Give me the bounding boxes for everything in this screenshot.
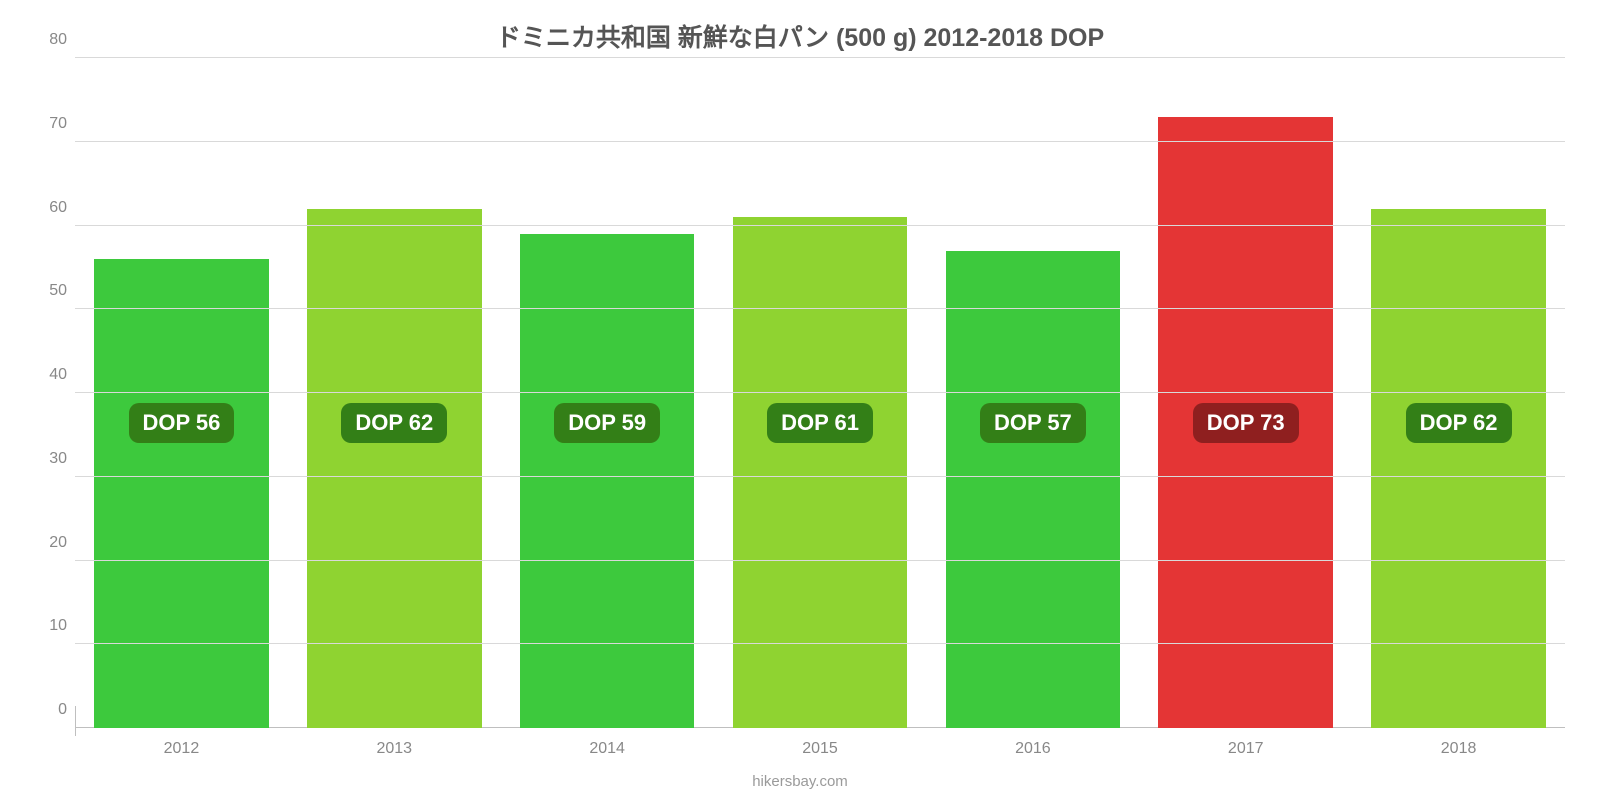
y-axis-tick-label: 10 xyxy=(7,617,67,635)
value-badge-wrap: DOP 56 xyxy=(75,403,288,443)
x-axis-tick-label: 2012 xyxy=(164,740,200,758)
x-axis-tick-label: 2013 xyxy=(376,740,412,758)
y-axis-tick-label: 70 xyxy=(7,115,67,133)
attribution-text: hikersbay.com xyxy=(0,773,1600,790)
y-axis-tick-label: 60 xyxy=(7,199,67,217)
x-axis-tick-label: 2016 xyxy=(1015,740,1051,758)
gridline xyxy=(75,476,1565,477)
value-badge: DOP 62 xyxy=(341,403,447,443)
plot-area: DOP 562012DOP 622013DOP 592014DOP 612015… xyxy=(75,58,1565,728)
value-badge: DOP 73 xyxy=(1193,403,1299,443)
bar xyxy=(1371,209,1546,728)
bar xyxy=(307,209,482,728)
bar-slot: DOP 612015 xyxy=(714,58,927,728)
chart-container: ドミニカ共和国 新鮮な白パン (500 g) 2012-2018 DOP DOP… xyxy=(0,0,1600,800)
gridline xyxy=(75,57,1565,58)
gridline xyxy=(75,141,1565,142)
gridline xyxy=(75,225,1565,226)
bar xyxy=(946,251,1121,728)
value-badge-wrap: DOP 59 xyxy=(501,403,714,443)
bar xyxy=(733,217,908,728)
value-badge: DOP 57 xyxy=(980,403,1086,443)
value-badge-wrap: DOP 73 xyxy=(1139,403,1352,443)
y-axis-tick-label: 80 xyxy=(7,31,67,49)
gridline xyxy=(75,643,1565,644)
value-badge-wrap: DOP 61 xyxy=(714,403,927,443)
bar-slot: DOP 562012 xyxy=(75,58,288,728)
x-axis-tick-label: 2014 xyxy=(589,740,625,758)
bar-slot: DOP 622018 xyxy=(1352,58,1565,728)
y-axis-tick-label: 40 xyxy=(7,366,67,384)
bar-slot: DOP 622013 xyxy=(288,58,501,728)
value-badge: DOP 62 xyxy=(1406,403,1512,443)
x-axis-tick-label: 2017 xyxy=(1228,740,1264,758)
bar-slot: DOP 572016 xyxy=(926,58,1139,728)
chart-title: ドミニカ共和国 新鮮な白パン (500 g) 2012-2018 DOP xyxy=(0,18,1600,54)
gridline xyxy=(75,308,1565,309)
value-badge: DOP 56 xyxy=(129,403,235,443)
y-axis-tick-label: 30 xyxy=(7,450,67,468)
bar-slot: DOP 592014 xyxy=(501,58,714,728)
bars-group: DOP 562012DOP 622013DOP 592014DOP 612015… xyxy=(75,58,1565,728)
y-axis-tick-label: 0 xyxy=(7,701,67,719)
value-badge-wrap: DOP 62 xyxy=(288,403,501,443)
y-axis-tick-label: 20 xyxy=(7,534,67,552)
bar xyxy=(94,259,269,728)
gridline xyxy=(75,560,1565,561)
value-badge: DOP 61 xyxy=(767,403,873,443)
bar-slot: DOP 732017 xyxy=(1139,58,1352,728)
gridline xyxy=(75,392,1565,393)
x-axis-tick-label: 2018 xyxy=(1441,740,1477,758)
x-axis-tick-label: 2015 xyxy=(802,740,838,758)
value-badge-wrap: DOP 62 xyxy=(1352,403,1565,443)
y-axis-tick-label: 50 xyxy=(7,282,67,300)
value-badge-wrap: DOP 57 xyxy=(926,403,1139,443)
value-badge: DOP 59 xyxy=(554,403,660,443)
